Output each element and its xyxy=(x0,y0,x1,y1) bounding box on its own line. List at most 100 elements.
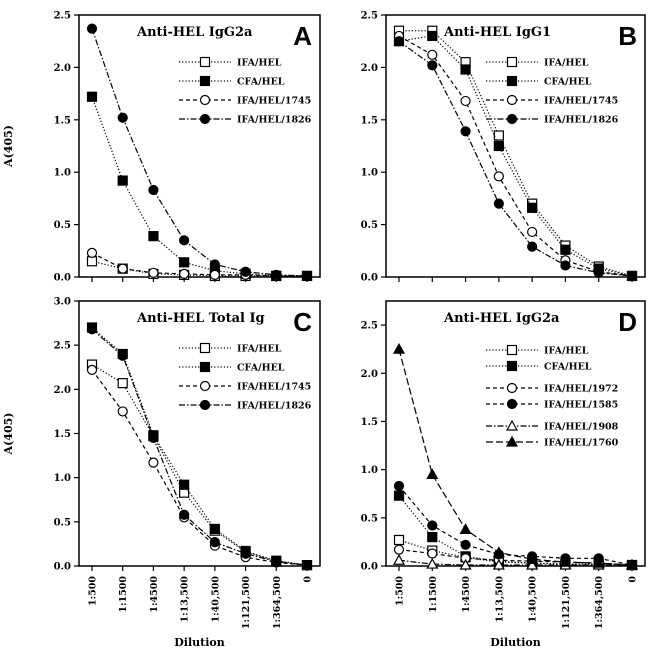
data-point xyxy=(492,546,505,558)
y-tick-label: 0.0 xyxy=(54,562,71,573)
y-tick-label: 0.0 xyxy=(361,273,378,284)
x-tick-label: 1:1500 xyxy=(428,576,439,613)
data-point xyxy=(86,256,98,267)
legend-marker xyxy=(506,113,518,125)
data-point xyxy=(526,553,539,564)
panel-c: 0.0 0.5 1.0 1.5 2.0 2.5 3.0 1:500 1:1500 1:4500 1:… xyxy=(2,297,321,649)
y-tick-label: 1.5 xyxy=(361,115,378,126)
x-tick-label: 1:4500 xyxy=(149,576,160,613)
legend-marker xyxy=(199,361,211,373)
data-point xyxy=(117,263,128,274)
x-tick-label: 0 xyxy=(303,576,314,583)
data-point xyxy=(393,480,405,492)
x-tick-label: 1:4500 xyxy=(461,576,472,613)
legend-label: IFA/HEL/1826 xyxy=(237,115,312,126)
series-ifa-hel-1826 xyxy=(86,23,313,282)
data-point xyxy=(493,140,504,152)
series-line xyxy=(91,328,308,566)
legend-marker xyxy=(506,94,518,106)
legend: IFA/HEL CFA/HEL IFA/HEL/1972 IFA/HEL/1585 IF… xyxy=(486,344,619,449)
series-line xyxy=(91,252,307,277)
legend: IFA/HEL CFA/HEL IFA/HEL/1745 IFA/HEL/1826 xyxy=(179,342,312,412)
series-ifa-hel-1760 xyxy=(392,342,639,570)
x-tick-label: 0 xyxy=(628,576,639,583)
y-tick-label: 0.0 xyxy=(361,562,378,573)
legend-entry: IFA/HEL/1745 xyxy=(179,380,311,393)
y-tick-label: 2.0 xyxy=(54,385,71,396)
legend-label: CFA/HEL xyxy=(544,77,592,88)
x-tick-label: 1:13,500 xyxy=(180,576,191,623)
data-point xyxy=(427,30,438,42)
data-point xyxy=(209,259,220,270)
x-tick-label: 1:40,500 xyxy=(528,576,539,623)
plot-frame xyxy=(385,14,646,278)
legend-marker xyxy=(505,419,519,431)
panel-b: 0.0 0.5 1.0 1.5 2.0 2.5 Anti-HEL IgG1 B IFA/HEL C… xyxy=(361,11,646,284)
legend-marker xyxy=(506,360,518,372)
series-line xyxy=(398,559,632,566)
legend-entry: CFA/HEL xyxy=(486,360,592,373)
data-point xyxy=(86,23,98,34)
data-point xyxy=(493,198,504,209)
chart-title: Anti-HEL IgG1 xyxy=(443,25,551,40)
legend-label: IFA/HEL/1972 xyxy=(544,384,618,395)
y-tick-label: 2.5 xyxy=(54,11,71,22)
data-point xyxy=(117,175,128,186)
data-point xyxy=(560,260,571,271)
series-line xyxy=(398,40,633,277)
panel-letter: B xyxy=(618,21,637,51)
legend-label: IFA/HEL/1745 xyxy=(237,96,311,107)
y-tick-label: 2.5 xyxy=(361,11,378,22)
legend-label: IFA/HEL xyxy=(544,346,589,357)
legend-label: IFA/HEL xyxy=(237,344,282,355)
data-point xyxy=(459,558,472,570)
data-point xyxy=(271,556,282,567)
y-tick-label: 2.0 xyxy=(361,63,378,74)
data-point xyxy=(427,49,438,60)
data-point xyxy=(460,126,471,137)
legend-entry: IFA/HEL xyxy=(486,344,589,357)
legend-marker xyxy=(199,113,211,125)
legend-entry: CFA/HEL xyxy=(179,75,285,88)
x-tick-label: 1:121,500 xyxy=(241,576,252,629)
legend-marker xyxy=(199,342,211,354)
legend-marker xyxy=(506,382,518,394)
data-point xyxy=(209,269,220,281)
data-point xyxy=(86,247,98,258)
series-line xyxy=(91,28,308,277)
legend-marker xyxy=(506,344,518,356)
x-tick-label: 1:500 xyxy=(88,576,99,606)
data-point xyxy=(392,553,406,565)
legend-marker xyxy=(199,399,211,411)
data-point xyxy=(240,548,251,559)
data-point xyxy=(148,457,159,468)
plot-frame xyxy=(78,14,321,278)
y-tick-label: 2.5 xyxy=(361,321,378,332)
data-point xyxy=(427,531,438,543)
chart-title: Anti-HEL Total Ig xyxy=(136,311,265,326)
plot-frame xyxy=(78,300,321,567)
data-point xyxy=(393,544,405,555)
legend-entry: IFA/HEL xyxy=(179,56,282,69)
data-point xyxy=(179,509,190,520)
data-point xyxy=(459,523,472,534)
y-tick-label: 2.5 xyxy=(54,341,71,352)
data-point xyxy=(271,269,282,281)
data-point xyxy=(626,270,638,282)
data-point xyxy=(117,406,128,417)
data-point xyxy=(179,257,190,268)
data-point xyxy=(460,95,471,107)
y-tick-label: 1.0 xyxy=(54,168,71,179)
panel-letter: C xyxy=(293,307,312,337)
legend: IFA/HEL CFA/HEL IFA/HEL/1745 IFA/HEL/1826 xyxy=(179,56,312,126)
legend-entry: IFA/HEL xyxy=(486,56,589,69)
data-point xyxy=(86,364,98,375)
legend-marker xyxy=(506,56,518,68)
panel-letter: D xyxy=(618,307,637,337)
y-axis-label: A(405) xyxy=(2,125,15,168)
data-point xyxy=(493,171,504,182)
chart-title: Anti-HEL IgG2a xyxy=(136,25,253,40)
data-point xyxy=(592,556,605,568)
data-point xyxy=(209,537,220,548)
data-point xyxy=(527,241,538,252)
